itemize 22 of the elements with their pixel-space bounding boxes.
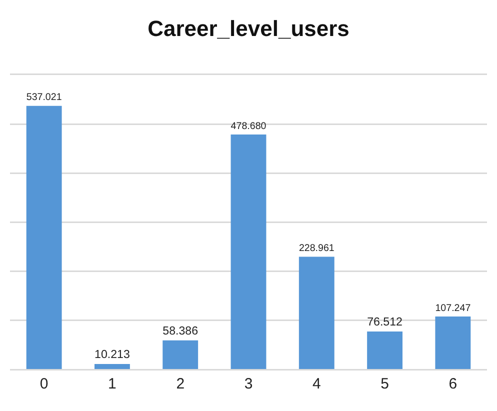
bar bbox=[435, 316, 471, 369]
x-tick-label: 2 bbox=[176, 376, 185, 392]
data-label: 76.512 bbox=[367, 316, 402, 328]
bar bbox=[367, 332, 402, 369]
data-label: 537.021 bbox=[26, 92, 62, 104]
x-tick-label: 6 bbox=[448, 376, 458, 392]
bar bbox=[94, 364, 130, 369]
data-label: 58.386 bbox=[162, 325, 198, 338]
data-label: 478.680 bbox=[230, 120, 267, 132]
x-tick-label: 5 bbox=[380, 376, 389, 392]
chart-title: Career_level_users bbox=[148, 16, 350, 41]
bar bbox=[162, 340, 198, 369]
data-label: 228.961 bbox=[298, 243, 334, 254]
x-tick-label: 4 bbox=[312, 376, 321, 392]
x-tick-label: 0 bbox=[40, 376, 48, 392]
bar bbox=[298, 256, 334, 369]
x-tick-label: 3 bbox=[244, 376, 253, 392]
data-label: 10.213 bbox=[94, 348, 130, 361]
bar bbox=[230, 134, 266, 369]
x-tick-label: 1 bbox=[108, 376, 116, 392]
data-label: 107.247 bbox=[435, 302, 471, 314]
bar bbox=[26, 106, 62, 369]
